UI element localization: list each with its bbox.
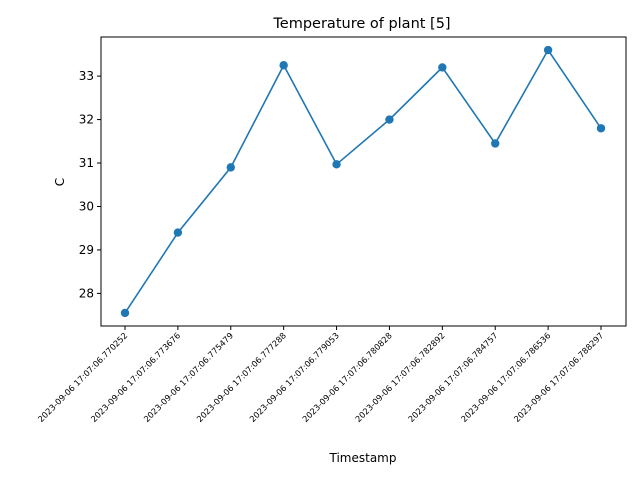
data-point <box>543 45 553 55</box>
x-tick-label: 2023-09-06 17:07:06.773676 <box>89 330 183 424</box>
x-tick-label: 2023-09-06 17:07:06.786536 <box>459 330 553 424</box>
x-tick-label: 2023-09-06 17:07:06.770252 <box>36 330 130 424</box>
x-tick-label: 2023-09-06 17:07:06.779053 <box>247 330 341 424</box>
x-tick-label: 2023-09-06 17:07:06.782892 <box>353 330 447 424</box>
series-group <box>120 45 606 318</box>
data-point <box>226 163 235 172</box>
x-axis-label: Timestamp <box>329 451 397 465</box>
data-point <box>438 63 447 72</box>
y-tick-label: 28 <box>79 286 94 300</box>
y-tick-label: 32 <box>79 113 94 127</box>
y-axis: 28 29 30 31 32 33 <box>79 69 101 300</box>
data-point <box>279 61 288 70</box>
x-tick-label: 2023-09-06 17:07:06.788297 <box>512 330 606 424</box>
data-point <box>491 139 500 148</box>
y-axis-label: C <box>53 178 67 186</box>
data-point <box>385 115 394 124</box>
series-line <box>124 48 602 314</box>
data-point <box>596 124 606 133</box>
x-tick-label: 2023-09-06 17:07:06.784757 <box>406 330 500 424</box>
data-point <box>332 160 341 169</box>
y-tick-label: 30 <box>79 199 94 213</box>
y-tick-label: 31 <box>79 156 94 170</box>
x-tick-label: 2023-09-06 17:07:06.780828 <box>300 330 394 424</box>
x-tick-label: 2023-09-06 17:07:06.777288 <box>194 330 288 424</box>
y-tick-label: 29 <box>79 243 94 257</box>
y-tick-label: 33 <box>79 69 94 83</box>
x-tick-label: 2023-09-06 17:07:06.775479 <box>142 330 236 424</box>
plot-frame <box>100 36 627 327</box>
chart-title: Temperature of plant [5] <box>272 16 450 32</box>
data-point <box>120 308 130 318</box>
data-point <box>173 228 183 237</box>
